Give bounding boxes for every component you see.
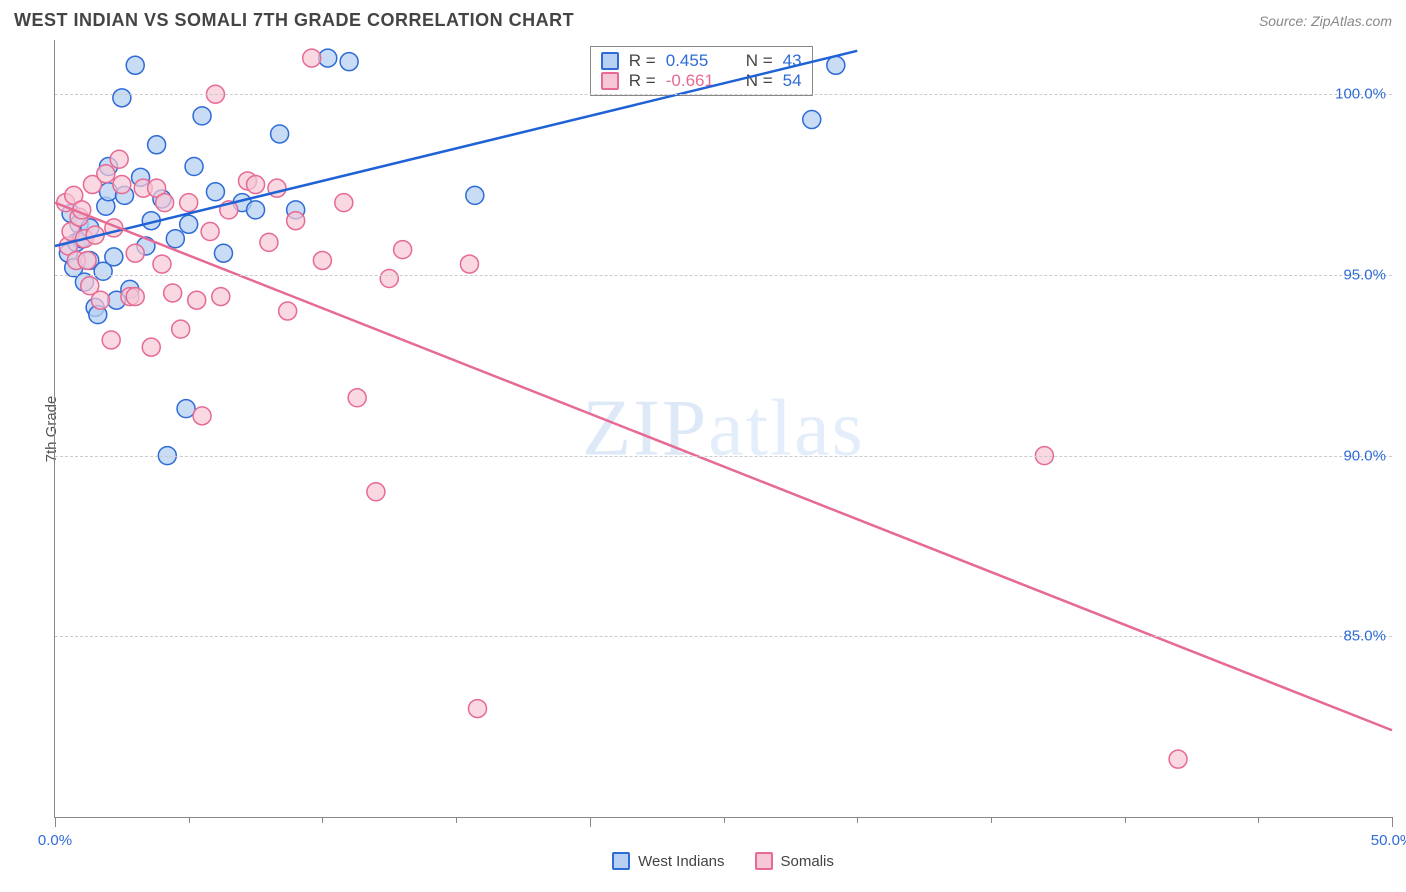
x-tick-label: 0.0% bbox=[38, 832, 72, 849]
x-tick bbox=[1125, 817, 1126, 823]
legend-bottom: West Indians Somalis bbox=[54, 852, 1392, 870]
scatter-point bbox=[348, 389, 366, 407]
scatter-point bbox=[113, 89, 131, 107]
scatter-point bbox=[466, 186, 484, 204]
gridline-h bbox=[55, 636, 1392, 637]
chart-title: WEST INDIAN VS SOMALI 7TH GRADE CORRELAT… bbox=[14, 10, 574, 31]
x-tick bbox=[189, 817, 190, 823]
trend-line bbox=[55, 51, 857, 246]
legend-label: Somalis bbox=[781, 853, 834, 870]
scatter-point bbox=[394, 241, 412, 259]
scatter-point bbox=[110, 150, 128, 168]
scatter-point bbox=[185, 157, 203, 175]
legend-swatch bbox=[612, 852, 630, 870]
scatter-point bbox=[180, 194, 198, 212]
scatter-point bbox=[193, 407, 211, 425]
scatter-point bbox=[126, 244, 144, 262]
x-tick bbox=[857, 817, 858, 823]
x-tick bbox=[322, 817, 323, 823]
chart-wrap: 7th Grade ZIPatlas R = 0.455N = 43R = -0… bbox=[14, 40, 1392, 878]
y-tick-label: 100.0% bbox=[1335, 86, 1386, 103]
scatter-point bbox=[803, 111, 821, 129]
scatter-point bbox=[303, 49, 321, 67]
scatter-point bbox=[335, 194, 353, 212]
scatter-point bbox=[156, 194, 174, 212]
scatter-point bbox=[97, 165, 115, 183]
legend-label: West Indians bbox=[638, 853, 724, 870]
scatter-point bbox=[193, 107, 211, 125]
scatter-point bbox=[105, 248, 123, 266]
trend-line bbox=[55, 203, 1392, 731]
scatter-point bbox=[166, 230, 184, 248]
scatter-point bbox=[827, 56, 845, 74]
gridline-h bbox=[55, 275, 1392, 276]
scatter-point bbox=[188, 291, 206, 309]
scatter-point bbox=[172, 320, 190, 338]
scatter-point bbox=[214, 244, 232, 262]
x-tick bbox=[724, 817, 725, 823]
scatter-point bbox=[287, 212, 305, 230]
scatter-point bbox=[212, 288, 230, 306]
scatter-point bbox=[102, 331, 120, 349]
scatter-point bbox=[91, 291, 109, 309]
y-tick-label: 90.0% bbox=[1343, 447, 1386, 464]
y-tick-label: 85.0% bbox=[1343, 628, 1386, 645]
gridline-h bbox=[55, 456, 1392, 457]
x-tick-major bbox=[1392, 817, 1393, 827]
scatter-point bbox=[380, 270, 398, 288]
legend-item: West Indians bbox=[612, 852, 724, 870]
scatter-point bbox=[460, 255, 478, 273]
scatter-point bbox=[164, 284, 182, 302]
scatter-point bbox=[206, 183, 224, 201]
scatter-point bbox=[247, 201, 265, 219]
scatter-point bbox=[271, 125, 289, 143]
x-tick bbox=[456, 817, 457, 823]
scatter-point bbox=[113, 176, 131, 194]
y-tick-label: 95.0% bbox=[1343, 266, 1386, 283]
scatter-point bbox=[153, 255, 171, 273]
legend-item: Somalis bbox=[755, 852, 834, 870]
x-tick-major bbox=[55, 817, 56, 827]
scatter-point bbox=[180, 215, 198, 233]
chart-source: Source: ZipAtlas.com bbox=[1259, 13, 1392, 29]
scatter-point bbox=[367, 483, 385, 501]
scatter-point bbox=[142, 338, 160, 356]
scatter-point bbox=[313, 251, 331, 269]
scatter-point bbox=[247, 176, 265, 194]
legend-swatch bbox=[755, 852, 773, 870]
scatter-point bbox=[468, 700, 486, 718]
x-tick-label: 50.0% bbox=[1371, 832, 1406, 849]
scatter-svg bbox=[55, 40, 1392, 817]
x-tick bbox=[991, 817, 992, 823]
gridline-h bbox=[55, 94, 1392, 95]
scatter-point bbox=[126, 288, 144, 306]
scatter-point bbox=[126, 56, 144, 74]
scatter-point bbox=[1169, 750, 1187, 768]
scatter-point bbox=[260, 233, 278, 251]
plot-area: ZIPatlas R = 0.455N = 43R = -0.661N = 54… bbox=[54, 40, 1392, 818]
scatter-point bbox=[201, 223, 219, 241]
scatter-point bbox=[279, 302, 297, 320]
x-tick bbox=[1258, 817, 1259, 823]
scatter-point bbox=[148, 136, 166, 154]
scatter-point bbox=[340, 53, 358, 71]
scatter-point bbox=[177, 400, 195, 418]
scatter-point bbox=[78, 251, 96, 269]
x-tick-major bbox=[590, 817, 591, 827]
